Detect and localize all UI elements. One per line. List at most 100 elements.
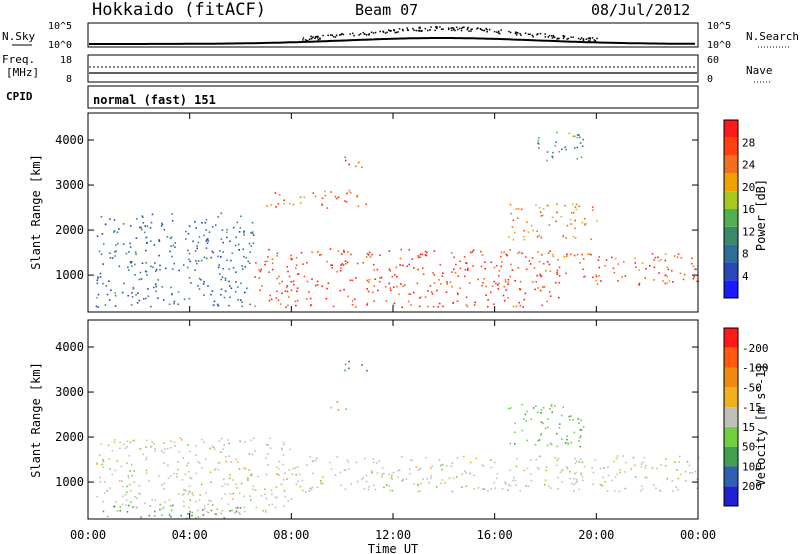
scatter-cell <box>200 483 203 486</box>
cpid-value: normal (fast) 151 <box>93 93 216 107</box>
scatter-cell <box>271 493 273 496</box>
scatter-cell <box>657 256 659 259</box>
nsearch-point <box>486 31 488 33</box>
scatter-cell <box>281 292 283 295</box>
scatter-cell <box>113 219 116 221</box>
scatter-cell <box>250 499 252 501</box>
scatter-cell <box>321 482 324 485</box>
scatter-cell <box>205 218 208 221</box>
freq-unit-label: [MHz] <box>6 66 39 79</box>
scatter-cell <box>195 517 197 519</box>
scatter-cell <box>121 291 124 294</box>
scatter-cell <box>122 223 125 225</box>
scatter-cell <box>183 493 185 495</box>
scatter-cell <box>507 489 509 491</box>
scatter-cell <box>416 282 419 285</box>
nsearch-point <box>424 27 427 30</box>
scatter-cell <box>507 407 510 410</box>
nsearch-point <box>551 35 553 37</box>
scatter-cell <box>185 238 187 240</box>
scatter-cell <box>202 514 205 516</box>
scatter-cell <box>97 293 100 296</box>
scatter-cell <box>666 266 668 269</box>
scatter-cell <box>624 471 627 473</box>
scatter-cell <box>229 240 231 242</box>
scatter-cell <box>319 254 321 256</box>
scatter-cell <box>677 477 680 480</box>
scatter-cell <box>591 209 594 211</box>
scatter-cell <box>128 504 130 507</box>
scatter-cell <box>424 254 427 256</box>
scatter-cell <box>563 255 566 258</box>
scatter-cell <box>554 281 557 284</box>
scatter-cell <box>149 227 152 229</box>
scatter-cell <box>598 266 601 269</box>
scatter-cell <box>147 288 149 290</box>
scatter-cell <box>490 261 493 264</box>
nsearch-point <box>419 30 421 32</box>
scatter-cell <box>579 435 582 437</box>
scatter-cell <box>573 431 576 434</box>
scatter-cell <box>656 467 658 470</box>
scatter-cell <box>664 465 667 467</box>
scatter-cell <box>159 268 161 271</box>
scatter-cell <box>237 298 239 301</box>
scatter-cell <box>235 509 238 512</box>
scatter-cell <box>345 201 348 203</box>
scatter-cell <box>197 241 200 244</box>
scatter-cell <box>523 469 526 472</box>
scatter-cell <box>424 250 427 253</box>
scatter-cell <box>652 484 655 486</box>
scatter-cell <box>99 276 102 278</box>
scatter-cell <box>640 463 643 465</box>
scatter-cell <box>150 265 152 268</box>
scatter-cell <box>204 458 207 460</box>
scatter-cell <box>457 293 459 296</box>
nsearch-point <box>306 39 309 42</box>
scatter-cell <box>565 255 568 258</box>
scatter-cell <box>397 469 399 472</box>
scatter-cell <box>330 406 332 409</box>
scatter-cell <box>293 283 295 286</box>
scatter-cell <box>254 489 257 491</box>
scatter-cell <box>108 280 110 282</box>
nsearch-point <box>427 29 429 32</box>
scatter-cell <box>306 464 308 466</box>
scatter-cell <box>203 256 206 259</box>
scatter-cell <box>668 280 671 282</box>
scatter-cell <box>155 268 158 271</box>
nsearch-point <box>419 26 421 28</box>
scatter-cell <box>445 291 448 293</box>
scatter-cell <box>584 275 586 278</box>
scatter-cell <box>188 485 191 488</box>
scatter-cell <box>550 487 552 489</box>
scatter-cell <box>179 437 182 439</box>
scatter-cell <box>228 268 231 270</box>
scatter-cell <box>281 447 283 450</box>
scatter-cell <box>170 286 172 289</box>
scatter-cell <box>306 261 308 264</box>
scatter-cell <box>228 477 231 480</box>
scatter-cell <box>141 228 143 231</box>
scatter-cell <box>555 464 558 467</box>
scatter-cell <box>229 510 231 512</box>
scatter-cell <box>417 268 419 271</box>
scatter-cell <box>456 300 459 302</box>
scatter-cell <box>452 477 455 480</box>
scatter-cell <box>406 265 408 267</box>
scatter-cell <box>574 219 576 222</box>
nsearch-point <box>335 34 338 37</box>
y-tick-label: 2000 <box>55 223 84 237</box>
scatter-cell <box>507 484 510 486</box>
scatter-cell <box>493 481 495 484</box>
scatter-cell <box>148 514 151 517</box>
nsearch-point <box>341 32 343 35</box>
scatter-cell <box>341 263 344 265</box>
scatter-cell <box>570 223 572 225</box>
scatter-cell <box>203 441 205 443</box>
scatter-cell <box>634 476 637 478</box>
scatter-cell <box>441 463 444 466</box>
scatter-cell <box>126 440 129 442</box>
scatter-cell <box>308 487 311 490</box>
scatter-cell <box>565 148 567 151</box>
